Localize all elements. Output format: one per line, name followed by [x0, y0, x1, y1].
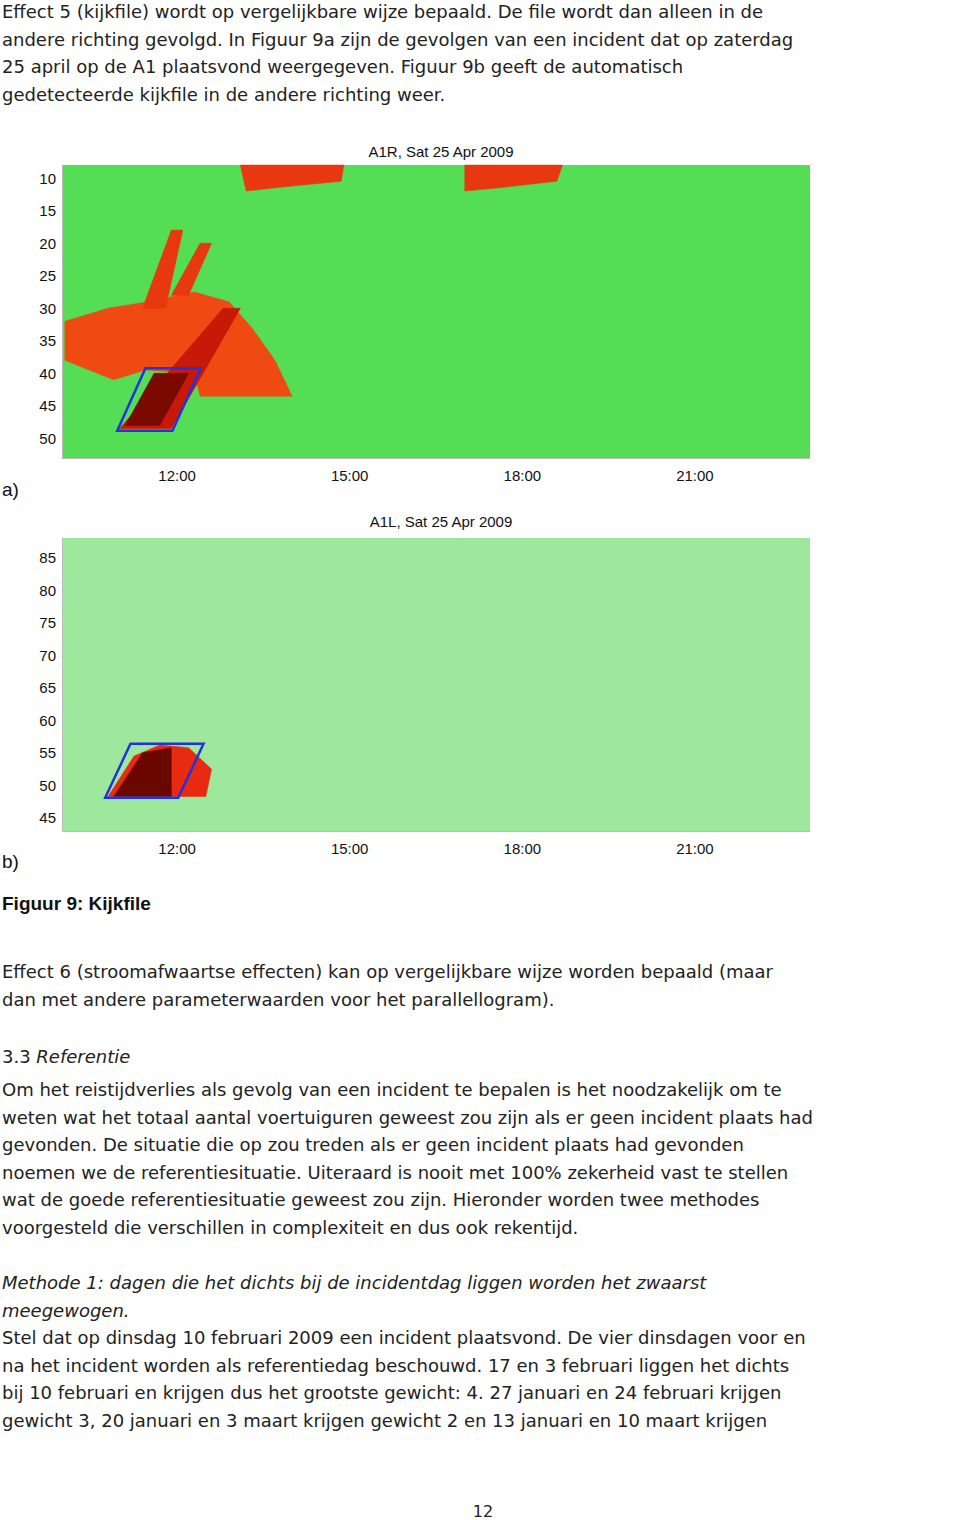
svg-text:50: 50 — [39, 777, 56, 794]
svg-text:30: 30 — [39, 300, 56, 317]
svg-text:15:00: 15:00 — [331, 840, 369, 857]
html-text:na het incident worden als ref: na het incident worden als referentiedag… — [2, 1354, 790, 1376]
html-text:gewicht 3, 20 januari en 3 maa: gewicht 3, 20 januari en 3 maart krijgen… — [2, 1409, 768, 1431]
svg-text:45: 45 — [39, 397, 56, 414]
svg-text:55: 55 — [39, 744, 56, 761]
html-text:Figuur 9: Kijkfile: Figuur 9: Kijkfile — [2, 893, 151, 914]
svg-text:80: 80 — [39, 582, 56, 599]
svg-text:85: 85 — [39, 549, 56, 566]
svg-text:12:00: 12:00 — [158, 840, 196, 857]
html-text:gedetecteerde kijkfile in de a: gedetecteerde kijkfile in de andere rich… — [2, 83, 446, 105]
svg-text:70: 70 — [39, 647, 56, 664]
html-text:Om het reistijdverlies als gev: Om het reistijdverlies als gevolg van ee… — [2, 1079, 782, 1100]
html-text:b): b) — [2, 851, 19, 872]
svg-text:15:00: 15:00 — [331, 467, 369, 484]
html-text:a): a) — [2, 479, 19, 500]
svg-text:18:00: 18:00 — [504, 840, 542, 857]
svg-text:25: 25 — [39, 267, 56, 284]
svg-text:35: 35 — [39, 332, 56, 349]
svg-text:18:00: 18:00 — [504, 467, 542, 484]
svg-text:10: 10 — [39, 170, 56, 187]
svg-text:50: 50 — [39, 430, 56, 447]
html-text:andere richting gevolgd. In Fi: andere richting gevolgd. In Figuur 9a zi… — [2, 28, 794, 50]
svg-text:12:00: 12:00 — [158, 467, 196, 484]
svg-text:21:00: 21:00 — [676, 840, 714, 857]
svg-text:40: 40 — [39, 365, 56, 382]
html-text:gevonden. De situatie die op z: gevonden. De situatie die op zou treden … — [2, 1134, 744, 1156]
html-text:Methode 1: dagen die het dicht: Methode 1: dagen die het dichts bij de i… — [2, 1272, 707, 1293]
html-text:25 april op de A1 plaatsvond w: 25 april op de A1 plaatsvond weergegeven… — [2, 56, 684, 78]
svg-text:A1L, Sat 25 Apr 2009: A1L, Sat 25 Apr 2009 — [370, 513, 513, 530]
svg-text:21:00: 21:00 — [676, 467, 714, 484]
html-text:meegewogen.: meegewogen. — [2, 1299, 130, 1321]
svg-text:20: 20 — [39, 235, 56, 252]
svg-text:65: 65 — [39, 679, 56, 696]
html-text:noemen we de referentiesituati: noemen we de referentiesituatie. Uiteraa… — [2, 1161, 789, 1183]
svg-text:45: 45 — [39, 809, 56, 826]
html-text:Stel dat op dinsdag 10 februar: Stel dat op dinsdag 10 februari 2009 een… — [2, 1327, 806, 1348]
svg-text:A1R, Sat 25 Apr 2009: A1R, Sat 25 Apr 2009 — [368, 143, 513, 160]
html-text:wat de goede referentiesituati: wat de goede referentiesituatie geweest … — [2, 1189, 760, 1211]
html-text:dan met andere parameterwaarde: dan met andere parameterwaarden voor het… — [2, 988, 555, 1010]
html-text:voorgesteld die verschillen in: voorgesteld die verschillen in complexit… — [2, 1217, 579, 1238]
svg-text:60: 60 — [39, 712, 56, 729]
html-text:bij 10 februari en krijgen dus: bij 10 februari en krijgen dus het groot… — [2, 1382, 782, 1404]
svg-text:75: 75 — [39, 614, 56, 631]
html-text:3.3 Referentie: 3.3 Referentie — [2, 1046, 131, 1067]
html-text:12: 12 — [472, 1502, 494, 1520]
html-text:Effect 5 (kijkfile) wordt op v: Effect 5 (kijkfile) wordt op vergelijkba… — [2, 1, 764, 22]
html-text:Effect 6 (stroomafwaartse effe: Effect 6 (stroomafwaartse effecten) kan … — [2, 961, 773, 982]
svg-text:15: 15 — [39, 202, 56, 219]
html-text:weten wat het totaal aantal vo: weten wat het totaal aantal voertuiguren… — [2, 1106, 813, 1128]
